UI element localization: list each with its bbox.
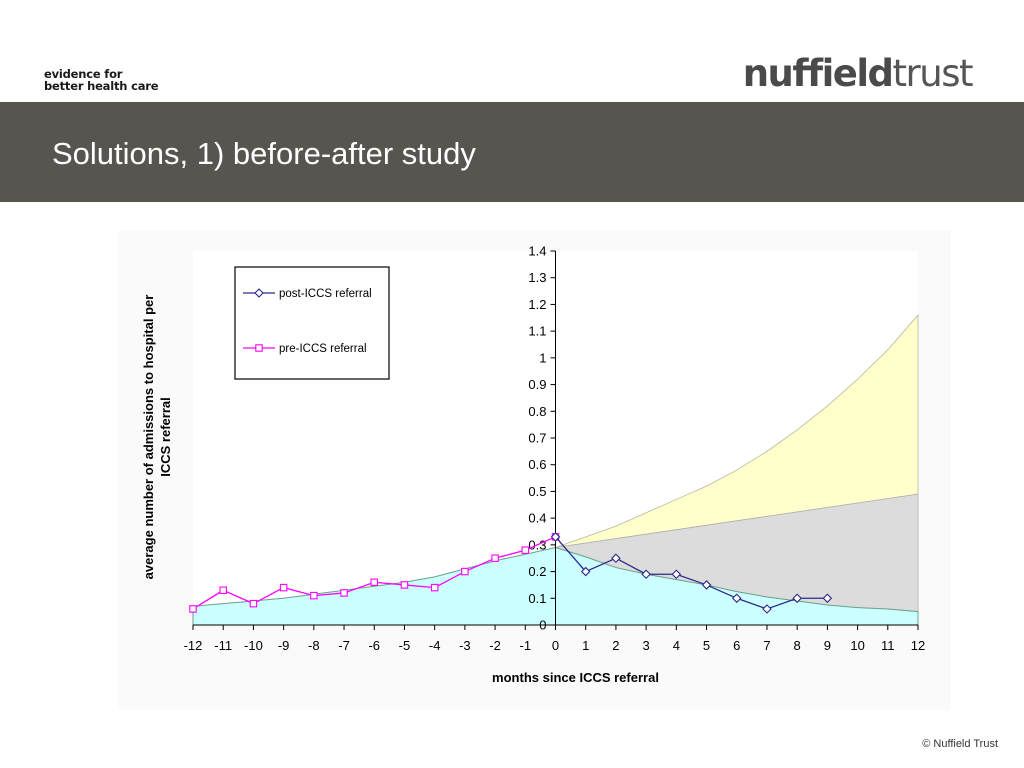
- series-point-pre: [189, 605, 197, 613]
- y-tick-label: 1.2: [528, 297, 546, 312]
- series-point-pre: [370, 578, 379, 587]
- x-tick-label: 9: [824, 638, 831, 653]
- chart-legend: post-ICCS referral pre-ICCS referral: [234, 266, 390, 380]
- series-point-pre: [219, 586, 227, 595]
- series-point-pre: [340, 589, 348, 597]
- x-tick-label: -11: [214, 638, 232, 653]
- x-tick-label: 6: [733, 638, 740, 653]
- y-tick-label: 1.1: [528, 324, 546, 339]
- series-point-post: [822, 593, 833, 604]
- x-tick-label: -3: [459, 638, 471, 653]
- series-point-post: [550, 532, 561, 542]
- legend-label: post-ICCS referral: [279, 288, 372, 300]
- copyright-notice: © Nuffield Trust: [922, 738, 998, 750]
- y-tick-label: 0.1: [528, 591, 546, 606]
- x-tick-label: -9: [278, 638, 290, 653]
- y-axis-title: average number of admissions to hospital…: [141, 295, 173, 580]
- series-point-post: [671, 569, 682, 580]
- x-tick-label: 3: [643, 638, 650, 653]
- chart-axis-titles: months since ICCS referral average number…: [141, 295, 659, 685]
- series-line-post: [555, 536, 828, 610]
- y-tick-label: 0.7: [528, 431, 546, 446]
- y-tick-label: 1: [539, 350, 546, 365]
- tagline-line-1: evidence for: [44, 67, 123, 81]
- y-tick-label: 0.2: [528, 564, 546, 579]
- x-tick-label: -5: [399, 638, 411, 653]
- chart-axes: 00.10.20.30.40.50.60.70.80.911.11.21.31.…: [184, 244, 926, 654]
- x-tick-label: 7: [763, 638, 770, 653]
- series-point-pre: [430, 583, 439, 592]
- series-point-pre: [279, 583, 288, 592]
- nuffield-trust-logo: nuffieldtrust: [742, 50, 974, 98]
- y-tick-label: 1.4: [528, 244, 546, 259]
- legend-marker: [255, 344, 263, 352]
- series-point-pre: [400, 581, 409, 589]
- legend-marker: [254, 288, 264, 298]
- chart-series: [189, 532, 833, 614]
- y-tick-label: 1.3: [528, 270, 546, 285]
- series-point-post: [701, 580, 712, 590]
- series-point-post: [580, 566, 591, 577]
- series-point-pre: [249, 599, 258, 608]
- x-tick-label: -8: [308, 638, 320, 653]
- x-tick-label: 12: [911, 638, 925, 653]
- x-tick-label: 8: [794, 638, 801, 653]
- x-tick-label: -4: [429, 638, 441, 653]
- title-banner: Solutions, 1) before-after study: [0, 102, 1024, 202]
- series-point-pre: [491, 554, 499, 562]
- y-tick-label: 0.6: [528, 457, 546, 472]
- series-point-post: [792, 593, 802, 604]
- x-tick-label: 10: [850, 638, 864, 653]
- series-point-post: [762, 604, 772, 614]
- y-tick-label: 0: [539, 618, 546, 633]
- x-tick-label: 4: [673, 638, 680, 653]
- legend-label: pre-ICCS referral: [279, 343, 367, 355]
- logo-word-trust: trust: [892, 52, 974, 95]
- legend-box: [234, 266, 390, 380]
- y-tick-label: 0.4: [528, 511, 546, 526]
- y-tick-label: 0.5: [528, 484, 546, 499]
- slide-title: Solutions, 1) before-after study: [52, 136, 476, 171]
- x-tick-label: 1: [582, 638, 589, 653]
- x-tick-label: -6: [368, 638, 380, 653]
- series-point-post: [641, 569, 651, 580]
- y-axis-title-line-2: ICCS referral: [158, 397, 173, 476]
- x-tick-label: 5: [703, 638, 710, 653]
- x-tick-label: -1: [520, 638, 532, 653]
- tagline: evidence for better health care: [44, 67, 159, 93]
- series-point-pre: [461, 567, 469, 576]
- x-tick-label: -10: [244, 638, 263, 653]
- series-point-post: [611, 553, 621, 563]
- x-axis-title: months since ICCS referral: [492, 670, 659, 685]
- y-tick-label: 0.9: [528, 377, 546, 392]
- exponential-projection-band: [555, 314, 919, 548]
- tagline-line-2: better health care: [44, 79, 159, 93]
- x-tick-label: -2: [489, 638, 501, 653]
- series-point-post: [731, 593, 742, 604]
- y-axis-title-line-1: average number of admissions to hospital…: [141, 295, 156, 580]
- logo-word-nuffield: nuffield: [742, 52, 894, 95]
- x-tick-label: -7: [338, 638, 350, 653]
- x-tick-label: 11: [881, 638, 895, 653]
- y-tick-label: 0.8: [528, 404, 546, 419]
- admissions-chart: 00.10.20.30.40.50.60.70.80.911.11.21.31.…: [118, 231, 951, 710]
- x-tick-label: 0: [552, 638, 559, 653]
- series-point-pre: [521, 546, 530, 554]
- x-tick-label: -12: [184, 638, 203, 653]
- series-point-pre: [310, 591, 318, 600]
- x-tick-label: 2: [612, 638, 619, 653]
